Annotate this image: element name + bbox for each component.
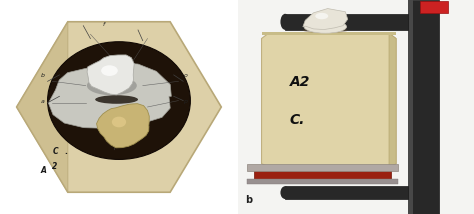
Bar: [255, 167, 392, 181]
Bar: [262, 32, 396, 35]
Text: a: a: [7, 195, 14, 205]
Polygon shape: [262, 33, 396, 167]
Bar: [285, 14, 408, 30]
Text: C.: C.: [290, 113, 305, 127]
Ellipse shape: [101, 65, 118, 76]
Ellipse shape: [304, 20, 346, 33]
Ellipse shape: [112, 117, 126, 127]
Polygon shape: [303, 9, 348, 30]
Bar: [408, 0, 438, 214]
Polygon shape: [389, 33, 396, 167]
Ellipse shape: [281, 186, 290, 199]
Polygon shape: [97, 104, 149, 148]
Text: p: p: [183, 99, 187, 104]
Ellipse shape: [315, 13, 328, 19]
Ellipse shape: [303, 28, 348, 33]
Bar: [247, 164, 399, 171]
Text: C: C: [52, 147, 58, 156]
Bar: [285, 186, 408, 199]
Polygon shape: [17, 22, 221, 192]
Text: .: .: [64, 147, 67, 156]
Bar: [247, 179, 399, 184]
Ellipse shape: [95, 95, 138, 104]
Text: o: o: [183, 73, 187, 78]
Text: A2: A2: [290, 75, 310, 89]
Bar: [408, 0, 413, 214]
Polygon shape: [87, 55, 134, 95]
Text: f: f: [102, 22, 105, 27]
Ellipse shape: [47, 42, 191, 159]
Text: 2: 2: [52, 162, 58, 171]
Polygon shape: [17, 22, 68, 192]
Text: b: b: [40, 73, 45, 78]
Polygon shape: [48, 63, 171, 128]
Bar: [419, 1, 448, 13]
Text: a: a: [40, 99, 45, 104]
Text: A: A: [40, 166, 46, 175]
Text: b: b: [245, 195, 252, 205]
Ellipse shape: [87, 76, 137, 95]
Ellipse shape: [281, 14, 290, 30]
